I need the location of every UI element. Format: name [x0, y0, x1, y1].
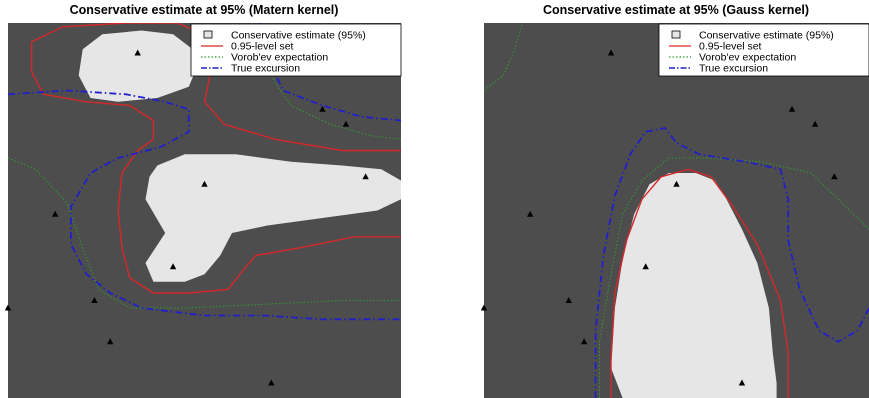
legend-label: Vorob'ev expectation	[699, 52, 796, 64]
design-point-1	[319, 105, 326, 112]
design-point-8	[480, 304, 488, 311]
design-point-10	[268, 379, 275, 386]
legend-box	[658, 23, 869, 77]
vorobev-line-0	[599, 157, 869, 398]
conservative-region-0	[611, 173, 777, 398]
legend-label: Vorob'ev expectation	[231, 52, 328, 64]
design-point-3	[831, 173, 838, 180]
level-set-line-0	[610, 168, 789, 398]
design-point-1	[788, 105, 796, 112]
design-point-2	[342, 120, 350, 127]
design-point-4	[201, 180, 208, 187]
design-point-6	[642, 263, 649, 270]
conservative-region-1	[145, 154, 401, 282]
legend-symbol-conservative	[203, 30, 213, 39]
legend-label: Conservative estimate (95%)	[699, 30, 834, 42]
design-point-7	[91, 297, 98, 303]
legend-label: 0.95-level set	[699, 41, 762, 53]
design-point-5	[51, 210, 59, 217]
legend: Conservative estimate (95%)0.95-level se…	[190, 23, 402, 77]
design-point-2	[811, 120, 819, 127]
chart-title: Conservative estimate at 95% (Gauss kern…	[543, 3, 809, 17]
plot-area	[484, 23, 869, 398]
legend: Conservative estimate (95%)0.95-level se…	[658, 23, 869, 77]
chart-title: Conservative estimate at 95% (Matern ker…	[70, 3, 339, 17]
design-point-8	[4, 304, 12, 311]
vorobev-line-0	[8, 157, 401, 309]
legend-label: True excursion	[699, 63, 768, 75]
design-point-9	[580, 338, 588, 345]
true-excursion-line-0	[594, 127, 869, 398]
design-point-4	[673, 180, 680, 187]
plot-area	[8, 23, 401, 321]
level-set-line-1	[30, 41, 401, 294]
vorobev-line-1	[484, 23, 523, 91]
matern-panel: Conservative estimate at 95% (Matern ker…	[4, 3, 402, 398]
legend-box	[190, 23, 402, 77]
true-excursion-line-0	[8, 89, 401, 321]
design-point-9	[106, 338, 114, 345]
design-point-7	[565, 297, 572, 303]
legend-label: Conservative estimate (95%)	[231, 30, 366, 42]
design-point-0	[607, 49, 615, 56]
legend-symbol-conservative	[671, 30, 681, 39]
gauss-panel: Conservative estimate at 95% (Gauss kern…	[480, 3, 869, 398]
design-point-6	[169, 263, 177, 270]
design-point-10	[738, 379, 746, 386]
legend-label: 0.95-level set	[231, 41, 294, 53]
design-point-0	[134, 49, 141, 56]
true-excursion-line-1	[258, 23, 401, 122]
conservative-region-0	[78, 30, 197, 102]
design-point-5	[527, 210, 534, 217]
design-point-3	[362, 173, 369, 180]
legend-label: True excursion	[231, 63, 300, 75]
